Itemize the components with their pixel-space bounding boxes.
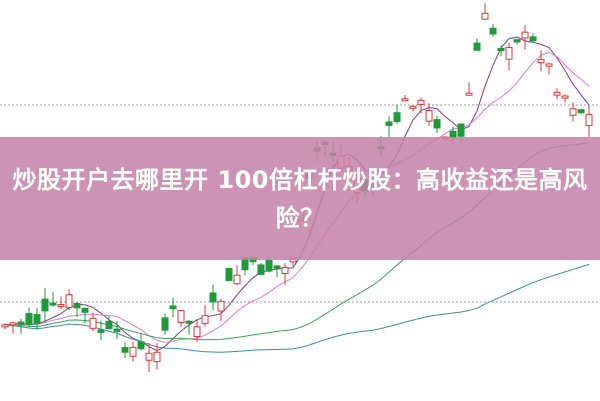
candle-body: [33, 314, 41, 325]
candle-body: [417, 99, 425, 105]
candle-body: [41, 298, 49, 312]
moving-average-line: [4, 263, 590, 353]
candle-body: [105, 320, 113, 329]
candle-body: [185, 320, 193, 324]
candle-body: [577, 109, 585, 114]
candle-body: [561, 95, 569, 99]
candle-body: [73, 302, 81, 309]
article-title: 炒股开户去哪里开 100倍杠杆炒股：高收益还是高风险？: [12, 165, 588, 232]
candle-body: [169, 305, 177, 310]
candle-body: [529, 36, 537, 42]
candle-body: [217, 300, 225, 312]
candle-body: [521, 31, 529, 39]
candle-body: [257, 264, 265, 275]
candle-body: [465, 92, 473, 96]
candle-body: [489, 27, 497, 35]
candle-body: [129, 346, 137, 357]
moving-average-line: [4, 36, 590, 352]
candle-body: [89, 317, 97, 329]
candle-body: [537, 59, 545, 64]
candle-body: [585, 114, 593, 127]
candle-body: [177, 310, 185, 323]
candle-body: [393, 112, 401, 123]
candle-body: [57, 304, 65, 308]
candle-body: [137, 341, 145, 350]
candle-body: [209, 292, 217, 303]
candle-body: [545, 63, 553, 67]
candle-body: [25, 312, 33, 325]
candle-body: [201, 315, 209, 324]
moving-average-line: [4, 51, 590, 343]
candle-body: [409, 105, 417, 109]
candle-body: [569, 108, 577, 116]
candle-body: [1, 324, 9, 328]
candle-body: [505, 46, 513, 60]
candle-body: [65, 294, 73, 308]
candle-body: [153, 351, 161, 363]
candle-body: [457, 123, 465, 137]
candle-body: [273, 265, 281, 269]
candle-body: [113, 328, 121, 332]
candle-body: [385, 121, 393, 126]
candle-body: [553, 91, 561, 96]
candle-body: [513, 39, 521, 43]
candle-body: [233, 274, 241, 285]
candle-body: [9, 322, 17, 326]
candle-body: [161, 317, 169, 331]
candle-body: [433, 119, 441, 129]
candle-body: [281, 266, 289, 275]
candle-body: [193, 326, 201, 337]
candle-body: [425, 109, 433, 122]
candle-body: [473, 42, 481, 51]
title-banner: 炒股开户去哪里开 100倍杠杆炒股：高收益还是高风险？: [0, 137, 600, 260]
candle-body: [17, 321, 25, 325]
candle-body: [265, 259, 273, 272]
candle-body: [49, 302, 57, 306]
candle-body: [145, 352, 153, 361]
candle-body: [81, 307, 89, 313]
candle-body: [97, 329, 105, 333]
candle-body: [121, 347, 129, 353]
candle-body: [225, 268, 233, 282]
candle-body: [481, 12, 489, 20]
candle-body: [497, 47, 505, 51]
candle-body: [401, 98, 409, 102]
